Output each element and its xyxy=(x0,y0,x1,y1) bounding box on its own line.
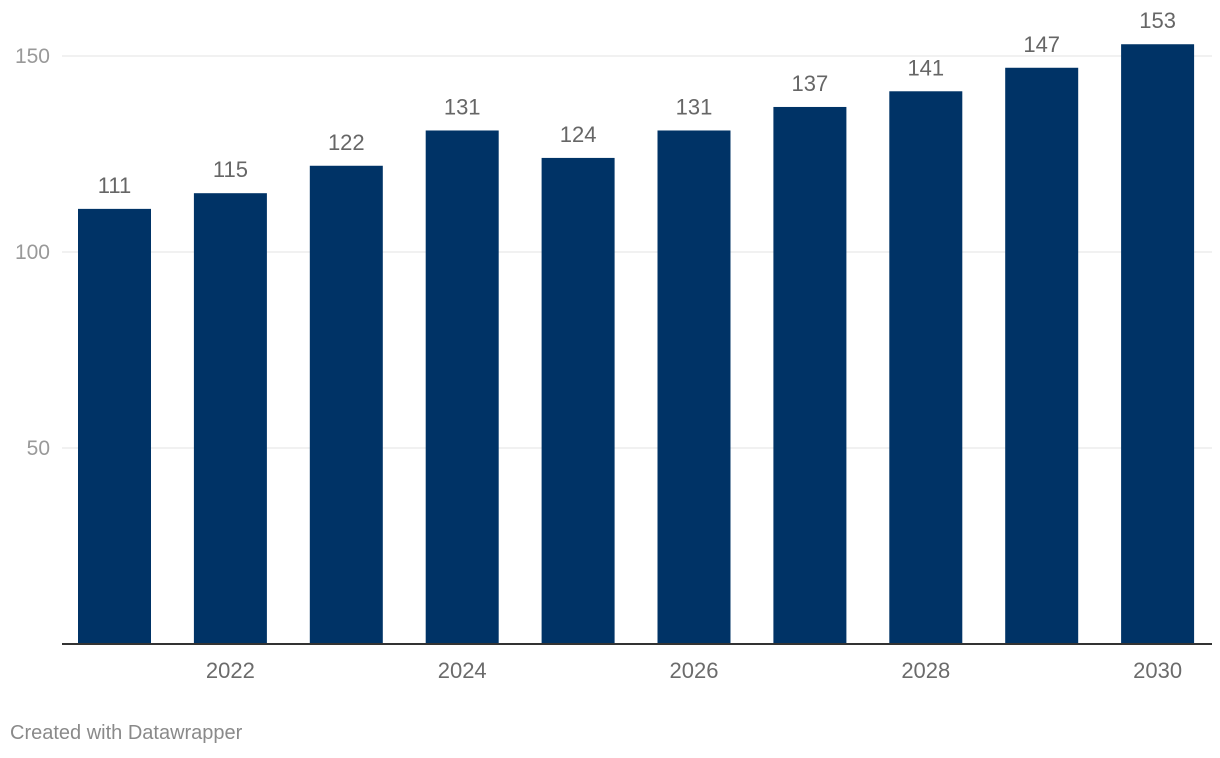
bar-2030 xyxy=(1121,44,1195,645)
bar-2027 xyxy=(773,106,847,644)
value-label-2025: 124 xyxy=(560,122,597,147)
bar-2028 xyxy=(889,91,963,644)
bar-2022 xyxy=(193,193,267,644)
value-label-2022: 115 xyxy=(213,157,248,182)
bar-2025 xyxy=(541,157,615,645)
x-axis: 2022 2024 2026 2028 2030 xyxy=(62,643,1212,683)
y-tick-label-100: 100 xyxy=(15,241,50,264)
x-tick-label-2026: 2026 xyxy=(670,658,719,683)
x-tick-label-2024: 2024 xyxy=(438,658,487,683)
value-label-2026: 131 xyxy=(676,94,713,119)
bar-2026 xyxy=(657,130,731,645)
bar-2023 xyxy=(309,165,383,644)
value-label-2024: 131 xyxy=(444,94,481,119)
value-label-2030: 153 xyxy=(1139,8,1176,33)
y-tick-label-150: 150 xyxy=(15,45,50,68)
bar-2029 xyxy=(1005,67,1079,644)
value-label-2023: 122 xyxy=(328,130,365,155)
value-label-2021: 111 xyxy=(98,173,131,198)
value-label-2027: 137 xyxy=(792,71,829,96)
value-label-2028: 141 xyxy=(907,55,944,80)
x-tick-label-2028: 2028 xyxy=(901,658,950,683)
x-tick-label-2022: 2022 xyxy=(206,658,255,683)
bar-2021 xyxy=(78,208,151,644)
value-labels: 111 115 122 131 124 131 137 141 147 153 xyxy=(98,8,1176,198)
bars xyxy=(78,44,1195,645)
credit-text: Created with Datawrapper xyxy=(10,722,243,744)
y-tick-label-50: 50 xyxy=(27,437,50,460)
x-tick-label-2030: 2030 xyxy=(1133,658,1182,683)
bar-2024 xyxy=(425,130,499,645)
value-label-2029: 147 xyxy=(1023,32,1060,57)
